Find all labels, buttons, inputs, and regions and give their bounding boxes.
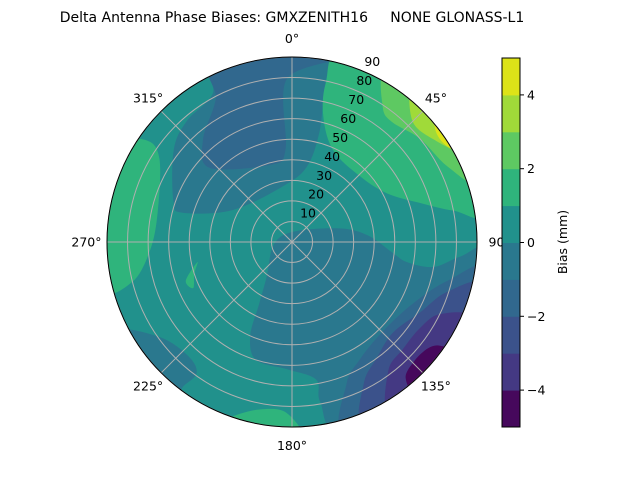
radial-tick-label: 20: [308, 187, 324, 202]
radial-tick-labels: 10 20 30 40 50 60 70 80 90: [300, 54, 380, 220]
radial-tick-label: 30: [316, 168, 332, 183]
colorbar-label: Bias (mm): [555, 210, 570, 274]
radial-tick-label: 40: [324, 149, 340, 164]
colorbar-band-8: [502, 94, 520, 133]
colorbar-band-3: [502, 279, 520, 317]
radial-tick-label: 10: [300, 206, 316, 221]
angular-tick-label: 315°: [133, 91, 163, 106]
colorbar-band-0: [502, 390, 520, 428]
angular-gridline-225: [160, 241, 293, 374]
angular-tick-label: 180°: [277, 438, 307, 453]
polar-grid: [106, 56, 478, 428]
angular-tick-labels: 0°45°90°135°180°225°270°315°: [71, 31, 510, 453]
colorbar-band-5: [502, 205, 520, 243]
colorbar-tick-label: −2: [527, 309, 545, 324]
colorbar-band-4: [502, 242, 520, 280]
radial-tick-label: 70: [348, 92, 364, 107]
contour-band-12: [185, 261, 198, 289]
angular-tick-label: 135°: [421, 378, 451, 393]
angular-gridline-135: [291, 241, 424, 374]
radial-tick-label: 90: [364, 54, 380, 69]
colorbar-tick-label: 2: [527, 161, 535, 176]
colorbar-band-6: [502, 168, 520, 207]
colorbar: −4 −2 0 2 4: [501, 57, 545, 428]
chart-title: Delta Antenna Phase Biases: GMXZENITH16 …: [60, 10, 525, 26]
colorbar-band-2: [502, 316, 520, 354]
angular-tick-label: 45°: [425, 91, 447, 106]
colorbar-tick-label: −4: [527, 383, 545, 398]
contour-band-13: [220, 408, 303, 427]
colorbar-tick-label: 4: [527, 87, 535, 102]
angular-gridline-45: [291, 110, 424, 243]
contour-band-7: [322, 57, 477, 220]
radial-tick-label: 80: [356, 73, 372, 88]
angular-tick-label: 270°: [71, 235, 101, 250]
angular-tick-label: 225°: [133, 378, 163, 393]
colorbar-band-7: [502, 131, 520, 170]
colorbar-tick-label: 0: [527, 235, 535, 250]
angular-tick-label: 0°: [285, 31, 299, 46]
polar-frame: [106, 56, 478, 428]
contour-band-1: [201, 57, 337, 170]
colorbar-band-9: [502, 58, 520, 96]
radial-tick-label: 60: [340, 111, 356, 126]
angular-gridline-315: [160, 110, 293, 243]
radial-tick-label: 50: [332, 130, 348, 145]
colorbar-band-1: [502, 353, 520, 391]
